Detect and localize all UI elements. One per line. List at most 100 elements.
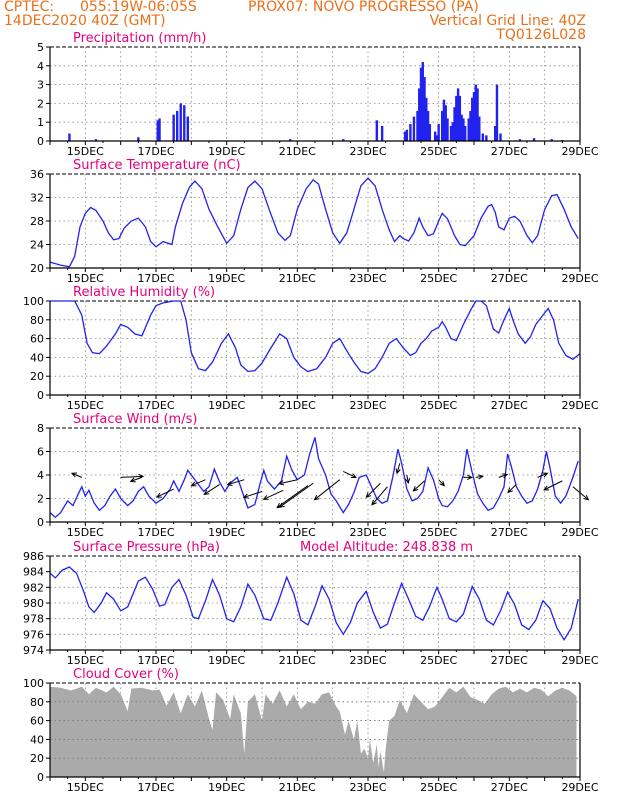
y-tick-label: 100 [23,677,44,690]
x-tick-label: 29DEC [561,654,598,667]
wind-arrow [572,486,589,501]
series-line [49,177,579,268]
precip-bar [342,139,345,141]
precip-bar [449,125,453,141]
wind-arrow-head [404,478,411,485]
x-tick-label: 23DEC [349,399,386,412]
precip-bar [186,116,189,141]
precip-bar [495,84,499,141]
panel-title: Surface Temperature (nC) [73,158,241,173]
x-tick-label: 25DEC [420,654,457,667]
x-tick-label: 15DEC [67,145,104,158]
wind-arrow [314,479,341,501]
precip-bar [494,125,497,141]
x-tick-label: 23DEC [349,526,386,539]
x-tick-label: 21DEC [279,145,316,158]
wind-arrow-head [412,486,419,492]
x-tick-label: 27DEC [491,654,528,667]
x-tick-label: 25DEC [420,399,457,412]
x-tick-label: 15DEC [67,781,104,794]
x-tick-label: 19DEC [208,781,245,794]
y-tick-label: 6 [37,446,44,459]
wind-arrow [279,479,298,485]
y-tick-label: 974 [23,644,44,657]
panel-title: Cloud Cover (%) [73,667,179,682]
precip-bar [442,99,446,141]
precip-bar [474,84,477,141]
wind-arrow [120,475,144,478]
x-tick-label: 17DEC [137,145,174,158]
x-tick-label: 23DEC [349,272,386,285]
y-tick-label: 2 [37,493,44,506]
wind-arrow-head [313,494,320,501]
y-tick-label: 5 [37,41,44,54]
y-tick-label: 24 [30,239,44,252]
wind-arrow-head [371,499,377,506]
wind-arrow-head [583,494,590,501]
x-tick-label: 25DEC [420,145,457,158]
header-model-code: TQ0126L028 [496,27,586,43]
y-tick-label: 2 [37,97,44,110]
wind-arrow [156,488,174,498]
wind-arrow [263,489,284,500]
y-tick-label: 40 [30,733,44,746]
precip-bar [68,133,71,141]
x-tick-label: 25DEC [420,526,457,539]
precip-bar [418,88,421,141]
wind-arrow [543,480,563,491]
precip-bar [437,124,440,141]
wind-arrow-head [226,480,233,486]
wind-arrow-head [278,480,285,486]
panel-annotation: Model Altitude: 248.838 m [300,540,473,555]
precip-bar [476,88,479,141]
precip-bar [423,77,426,141]
precip-bar [518,139,522,141]
panel-title: Precipitation (mm/h) [73,31,206,46]
wind-arrow [438,479,445,487]
wind-arrow [276,485,309,508]
precip-bar [458,95,462,141]
wind-arrow-head [155,492,162,498]
y-tick-label: 60 [30,333,44,346]
y-tick-label: 980 [23,597,44,610]
precip-bar [183,105,186,141]
x-tick-label: 21DEC [279,272,316,285]
x-tick-label: 27DEC [491,272,528,285]
panel-4 [46,555,581,654]
wind-arrow-head [70,472,78,478]
y-tick-label: 60 [30,715,44,728]
frame [49,301,581,396]
x-tick-label: 19DEC [208,399,245,412]
y-tick-label: 0 [37,389,44,402]
precip-bar [137,137,140,141]
y-tick-label: 20 [30,262,44,275]
x-tick-label: 25DEC [420,272,457,285]
precip-bar [453,107,456,141]
wind-arrow-head [203,489,210,496]
y-tick-label: 20 [30,752,44,765]
precip-bar [94,139,98,141]
y-tick-label: 976 [23,628,44,641]
wind-arrow-head [242,493,249,499]
wind-arrow-head [262,495,269,500]
wind-arrow [537,472,548,478]
panel-1 [46,173,581,272]
x-tick-label: 15DEC [67,526,104,539]
precip-bar [435,135,439,141]
precip-bar [428,124,432,141]
y-tick-label: 984 [23,566,44,579]
wind-arrow [498,473,508,478]
wind-arrow [71,472,82,478]
y-tick-label: 4 [37,469,44,482]
wind-arrow-head [129,477,136,483]
precip-bar [179,103,182,141]
precip-bar [412,116,416,141]
x-tick-label: 29DEC [561,399,598,412]
wind-arrow [227,479,245,486]
y-tick-label: 20 [30,370,44,383]
y-tick-label: 36 [30,168,44,181]
header-coords: 055:19W-06:05S [80,0,197,15]
wind-arrow [406,474,409,484]
precip-bar [469,110,472,141]
